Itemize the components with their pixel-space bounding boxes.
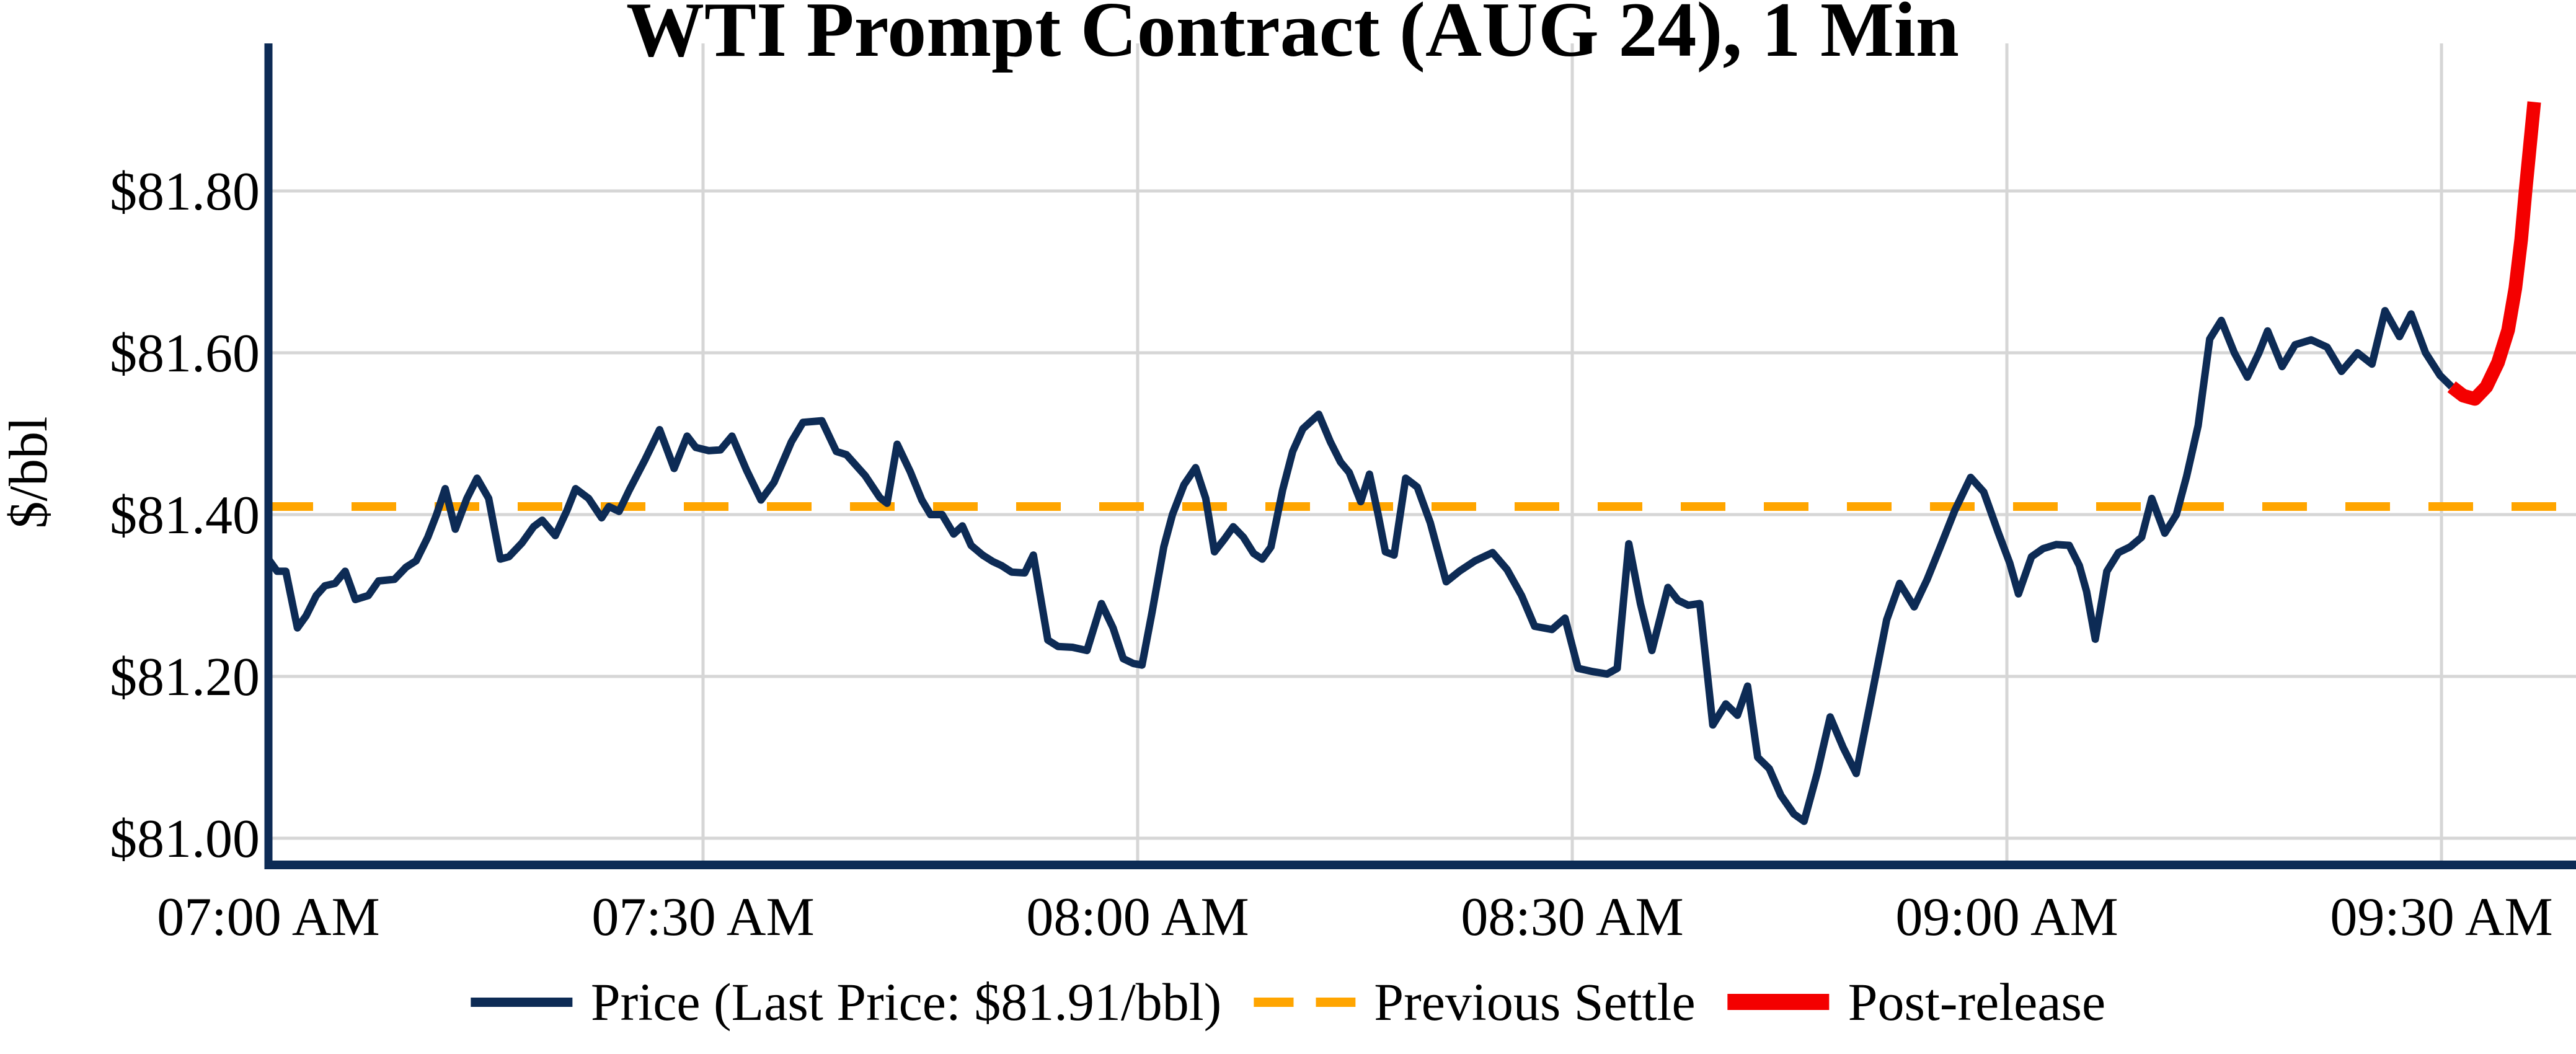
axis-spines (264, 43, 2576, 869)
x-tick-label: 09:00 AM (1895, 887, 2118, 947)
gridlines (267, 43, 2576, 865)
x-tick-label: 07:30 AM (591, 887, 814, 947)
post-release-swatch-icon (1727, 994, 1830, 1010)
x-tick-label: 08:00 AM (1026, 887, 1249, 947)
legend-label-previous-settle: Previous Settle (1374, 972, 1696, 1032)
y-tick-label: $81.40 (110, 485, 260, 546)
legend-label-post-release: Post-release (1848, 972, 2106, 1032)
legend-item-previous-settle: Previous Settle (1254, 971, 1696, 1033)
post-release-line (2447, 101, 2541, 406)
legend: Price (Last Price: $81.91/bbl) Previous … (470, 965, 2106, 1039)
x-tick-label: 08:30 AM (1461, 887, 1683, 947)
tick-labels: 07:00 AM 07:30 AM 08:00 AM 08:30 AM 09:00 AM… (110, 162, 2553, 947)
y-tick-label: $81.00 (110, 809, 260, 869)
legend-item-price: Price (Last Price: $81.91/bbl) (470, 971, 1222, 1033)
settle-dash-swatch-icon (1254, 997, 1356, 1007)
x-tick-label: 09:30 AM (2330, 887, 2552, 947)
y-axis-title: $/bbl (0, 417, 59, 529)
legend-item-post-release: Post-release (1727, 971, 2106, 1033)
y-tick-label: $81.60 (110, 324, 260, 384)
price-line-swatch-icon (470, 997, 572, 1007)
y-tick-label: $81.20 (110, 647, 260, 707)
y-tick-label: $81.80 (110, 162, 260, 222)
price-series-layer (265, 101, 2541, 825)
legend-label-price: Price (Last Price: $81.91/bbl) (590, 972, 1222, 1032)
x-tick-label: 07:00 AM (157, 887, 379, 947)
price-line (265, 307, 2454, 825)
chart-title: WTI Prompt Contract (AUG 24), 1 Min (626, 0, 1959, 73)
